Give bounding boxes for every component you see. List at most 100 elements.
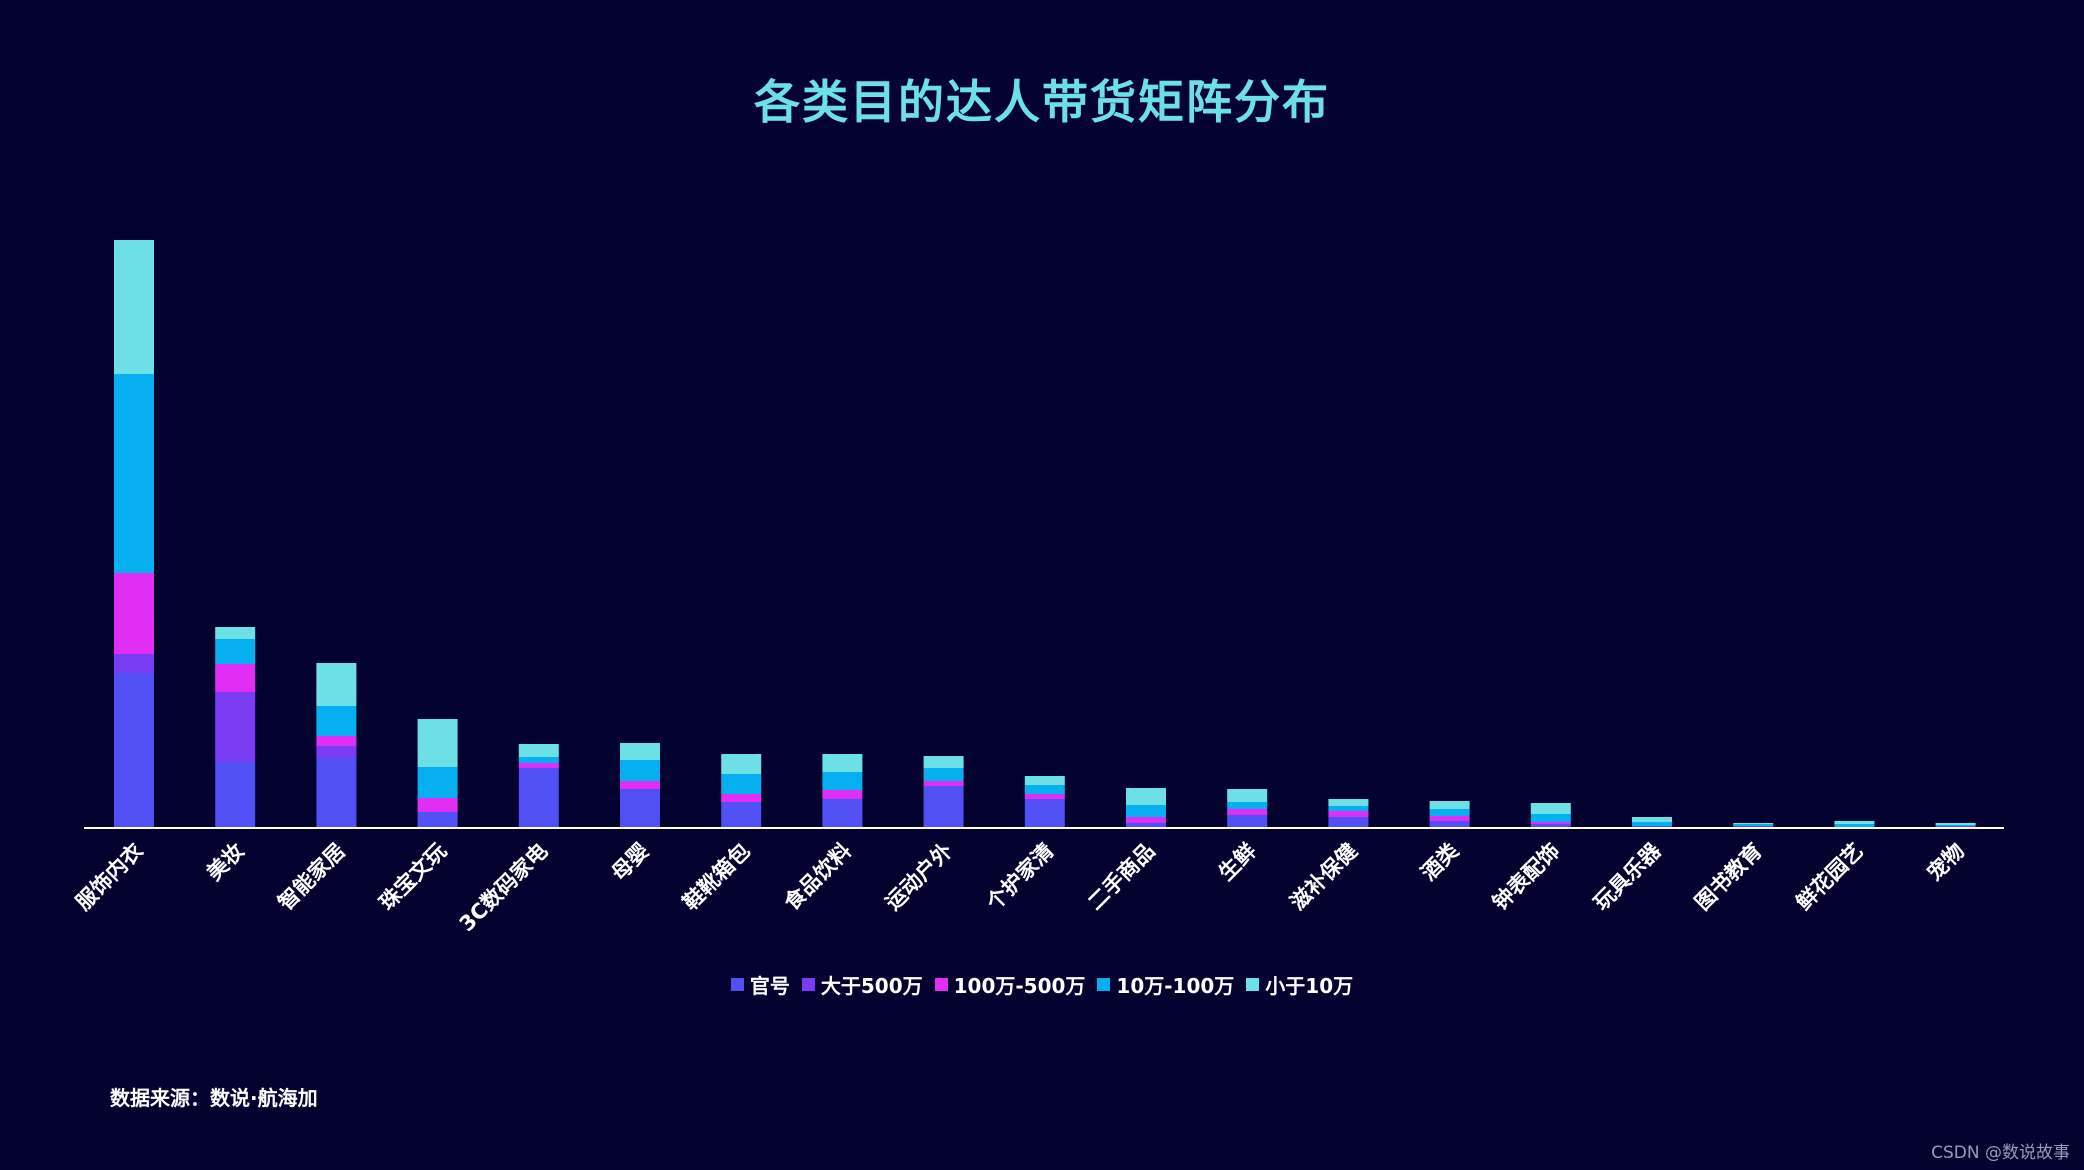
x-tick-label: 运动户外 [881,839,957,915]
bar-segment-5-2 [620,781,660,789]
bar-segment-5-4 [620,743,660,760]
x-tick-label: 宠物 [1922,839,1969,886]
x-tick-label: 母婴 [607,839,654,886]
bar-segment-17-4 [1834,821,1875,824]
legend-swatch [801,978,815,991]
bar-segment-12-0 [1328,817,1369,828]
bar-segment-4-0 [518,768,559,828]
bar-segment-16-3 [1733,824,1774,826]
bar-segment-4-3 [518,757,559,763]
legend-swatch [1097,978,1111,991]
legend-item-3: 10万-100万 [1097,970,1234,999]
legend-item-1: 大于500万 [801,970,923,999]
bar-segment-3-0 [417,812,458,828]
x-tick-label: 鲜花园艺 [1792,839,1868,915]
legend-label: 10万-100万 [1116,974,1235,998]
x-tick-label: 服饰内衣 [71,839,147,915]
bar-segment-7-2 [822,790,863,799]
bar-segment-11-3 [1227,802,1268,809]
bar-segment-7-0 [822,799,863,828]
bar-segment-6-2 [721,794,762,802]
watermark: CSDN @数说故事 [1931,1143,2070,1163]
bar-segment-8-0 [923,786,964,828]
bar-segment-7-3 [822,772,863,790]
bars-group [114,240,1976,828]
bar-segment-17-3 [1834,824,1875,827]
x-tick-label: 图书教育 [1690,839,1766,915]
bar-segment-8-3 [923,768,964,781]
chart-title: 各类目的达人带货矩阵分布 [754,75,1330,129]
x-tick-label: 美妆 [202,839,249,886]
bar-segment-14-4 [1530,803,1571,814]
bar-segment-1-3 [215,639,256,664]
bar-segment-9-4 [1024,776,1065,785]
bar-segment-4-4 [518,744,559,757]
bar-segment-16-4 [1733,823,1774,824]
legend-item-0: 官号 [730,970,790,999]
bar-segment-3-4 [417,719,458,767]
bar-segment-11-4 [1227,789,1268,802]
bar-segment-1-4 [215,627,256,639]
legend-swatch [1246,978,1260,991]
bar-segment-14-2 [1530,822,1571,824]
legend-swatch [934,978,948,991]
bar-segment-14-3 [1530,814,1571,822]
bar-segment-1-2 [215,664,256,692]
x-tick-label: 钟表配饰 [1488,839,1564,915]
legend-item-2: 100万-500万 [934,970,1086,999]
legend-label: 大于500万 [820,974,923,998]
bar-segment-6-0 [721,802,762,828]
bar-segment-2-1 [316,746,357,758]
x-tick-label: 食品饮料 [780,839,856,915]
bar-segment-1-0 [215,762,256,828]
bar-segment-8-2 [923,781,964,786]
legend: 官号 大于500万 100万-500万 10万-100万 小于10万 [0,970,2084,999]
bar-segment-3-2 [417,798,458,812]
bar-segment-9-0 [1024,799,1065,828]
bar-segment-13-3 [1429,809,1470,816]
bar-segment-13-4 [1429,801,1470,809]
bar-segment-12-3 [1328,806,1369,811]
bar-segment-15-4 [1632,817,1672,822]
legend-label: 100万-500万 [953,974,1086,998]
bar-segment-0-4 [114,240,154,374]
legend-label: 官号 [749,974,790,998]
bar-segment-1-1 [215,692,256,762]
bar-segment-9-2 [1024,794,1065,799]
bar-segment-10-2 [1126,817,1166,823]
bar-segment-9-3 [1024,785,1065,794]
bar-segment-10-0 [1126,823,1166,828]
bar-segment-11-2 [1227,809,1268,815]
bar-segment-2-2 [316,736,357,746]
bar-segment-2-3 [316,706,357,736]
bar-segment-4-2 [518,763,559,768]
x-tick-label: 3C数码家电 [455,839,553,937]
x-tick-labels: 服饰内衣 美妆 智能家居 珠宝文玩 3C数码家电 母婴 鞋靴箱包 食品饮料 运动户外 个护家清 二手… [71,838,1969,936]
legend-item-4: 小于10万 [1246,970,1353,999]
bar-segment-12-4 [1328,799,1369,806]
x-tick-label: 酒类 [1416,838,1463,885]
x-tick-label: 玩具乐器 [1589,838,1666,915]
bar-segment-7-4 [822,754,863,772]
bar-segment-6-4 [721,754,762,774]
x-tick-label: 鞋靴箱包 [678,839,754,915]
x-tick-label: 滋补保健 [1286,839,1362,915]
source-note: 数据来源：数说·航海加 [110,1086,318,1110]
x-tick-label: 珠宝文玩 [375,839,451,915]
bar-segment-10-4 [1126,788,1166,805]
bar-segment-0-1 [114,654,154,673]
legend-swatch [730,978,744,991]
x-tick-label: 二手商品 [1083,839,1159,915]
bar-segment-5-0 [620,789,660,828]
x-tick-label: 生鲜 [1214,839,1261,886]
bar-segment-13-0 [1429,821,1470,828]
bar-segment-14-0 [1530,824,1571,828]
bar-segment-13-2 [1429,816,1470,821]
bar-segment-0-0 [114,673,154,828]
bar-segment-2-4 [316,663,357,706]
bar-segment-12-2 [1328,811,1369,817]
bar-segment-0-3 [114,374,154,573]
x-tick-label: 个护家清 [982,839,1058,915]
x-tick-label: 智能家居 [274,839,350,915]
